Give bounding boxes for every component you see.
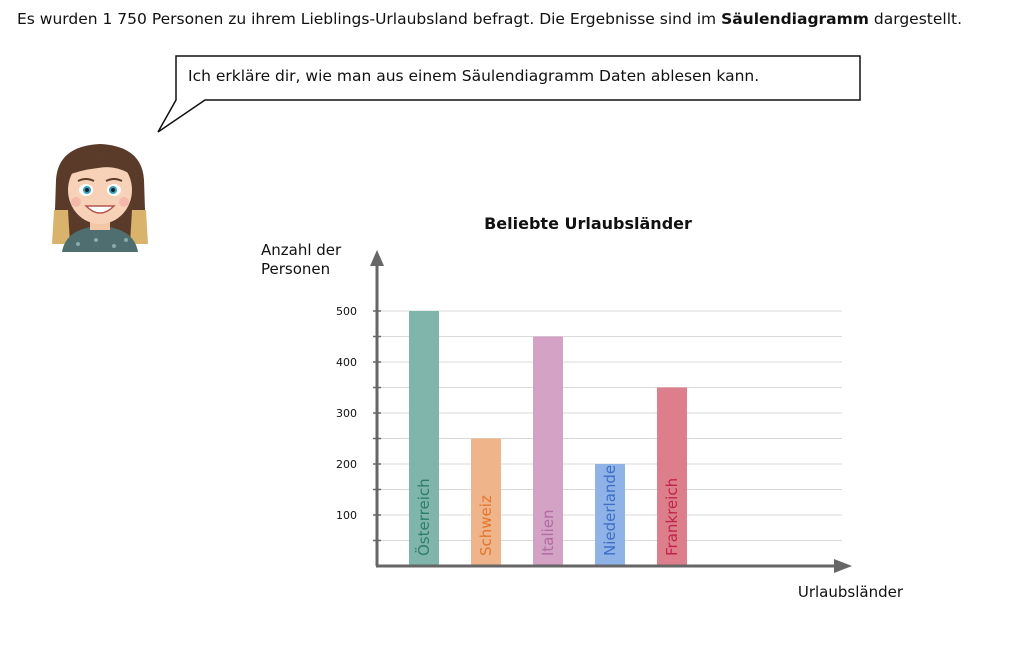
intro-text-start: Es wurden 1 750 Personen zu ihrem Liebli… bbox=[17, 10, 722, 28]
bar bbox=[533, 336, 563, 566]
bar-category-label: Schweiz bbox=[477, 495, 495, 556]
bar bbox=[471, 438, 501, 566]
y-tick-label: 200 bbox=[336, 458, 357, 471]
intro-text-bold: Säulendiagramm bbox=[721, 10, 869, 28]
y-tick-label: 400 bbox=[336, 356, 357, 369]
intro-text-end: dargestellt. bbox=[868, 10, 962, 28]
chart-bars: Österreich Schweiz Italien Niederlande Frank… bbox=[409, 311, 687, 566]
y-tick-label: 300 bbox=[336, 407, 357, 420]
chart-title: Beliebte Urlaubsländer bbox=[484, 214, 692, 233]
bar bbox=[657, 387, 687, 566]
bar-category-label: Niederlande bbox=[601, 465, 619, 556]
y-axis-label-line-1: Anzahl der bbox=[261, 241, 342, 259]
y-tick-label: 100 bbox=[336, 509, 357, 522]
bar-category-label: Österreich bbox=[414, 478, 433, 556]
x-axis-arrow bbox=[834, 559, 852, 573]
x-axis-label: Urlaubsländer bbox=[798, 583, 904, 601]
girl-avatar-icon bbox=[52, 144, 148, 252]
bar bbox=[595, 464, 625, 566]
chart-axes bbox=[370, 250, 852, 573]
bar-category-label: Italien bbox=[539, 509, 557, 556]
y-tick-label: 500 bbox=[336, 305, 357, 318]
bar bbox=[409, 311, 439, 566]
bar-category-label: Frankreich bbox=[663, 478, 681, 556]
y-axis-ticks: 100 200 300 400 500 bbox=[336, 305, 357, 522]
y-axis-label-line-2: Personen bbox=[261, 260, 330, 278]
intro-text: Es wurden 1 750 Personen zu ihrem Liebli… bbox=[17, 8, 1007, 30]
speech-bubble-text: Ich erkläre dir, wie man aus einem Säule… bbox=[188, 67, 760, 85]
y-axis-arrow bbox=[370, 250, 384, 266]
